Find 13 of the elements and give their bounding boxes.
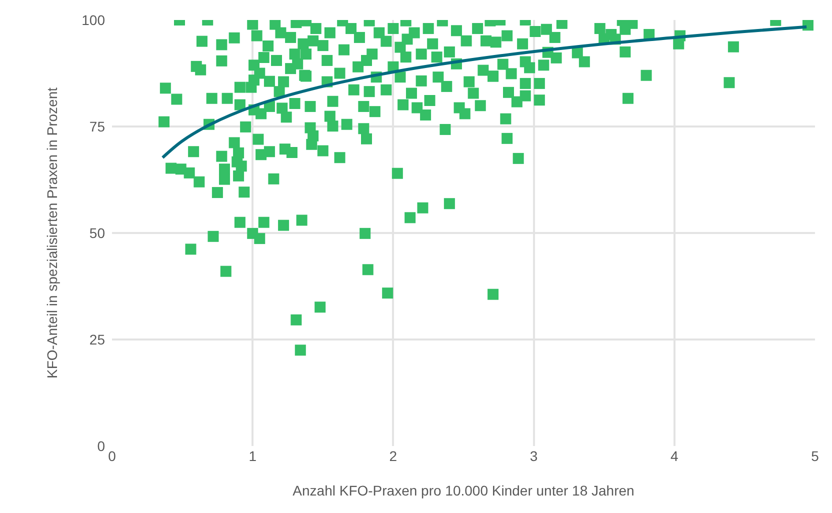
y-tick-label: 50: [89, 224, 106, 241]
y-tick-label: 0: [97, 438, 106, 454]
y-tick-label: 100: [82, 12, 106, 28]
y-axis-title: KFO-Anteil in spezialisierten Praxen in Prozent: [44, 87, 60, 379]
x-axis-title: Anzahl KFO-Praxen pro 10.000 Kinder unter 18 Jahren: [292, 482, 634, 498]
x-tick-label: 1: [248, 448, 257, 464]
x-tick-label: 4: [670, 448, 678, 464]
x-tick-label: 5: [811, 448, 820, 464]
y-tick-label: 75: [89, 118, 106, 134]
x-tick-label: 2: [389, 448, 398, 464]
x-tick-label: 3: [530, 448, 538, 464]
y-tick-label: 25: [89, 331, 106, 348]
x-tick-label: 0: [108, 448, 116, 464]
